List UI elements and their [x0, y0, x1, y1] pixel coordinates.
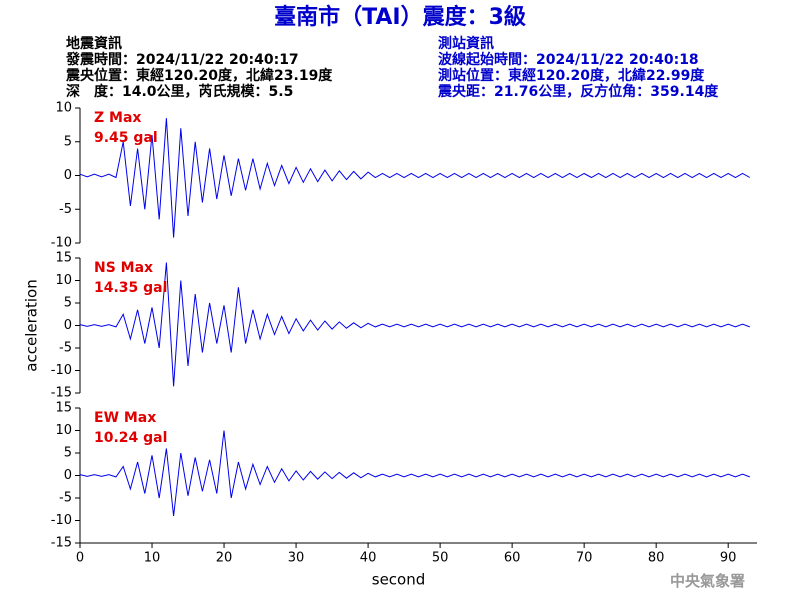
info: 深 度：14.0公里，芮氏規模：5.5	[66, 83, 293, 100]
component-label: NS Max	[94, 260, 153, 276]
info: 發震時間：2024/11/22 20:40:17	[65, 51, 299, 68]
y-tick-label: -15	[51, 386, 72, 401]
x-tick-label: 30	[288, 551, 305, 566]
x-tick-label: 20	[216, 551, 233, 566]
info: 波線起始時間：2024/11/22 20:40:18	[438, 51, 699, 68]
y-tick-label: 15	[55, 401, 72, 416]
y-tick-label: 10	[55, 101, 72, 116]
title: 臺南市（TAI）震度：3級	[274, 4, 526, 30]
y-tick-label: 15	[55, 251, 72, 266]
y-tick-label: 0	[64, 468, 72, 483]
waveform	[79, 430, 750, 517]
x-tick-label: 80	[648, 551, 665, 566]
y-tick-label: -5	[59, 491, 72, 506]
y-tick-label: 0	[64, 168, 72, 183]
info: 測站位置：東經120.20度，北緯22.99度	[438, 67, 705, 84]
y-tick-label: -15	[51, 536, 72, 551]
waveform	[79, 262, 750, 387]
component-label: EW Max	[94, 410, 156, 426]
x-tick-label: 10	[144, 551, 161, 566]
y-tick-label: 5	[64, 296, 72, 311]
x-tick-label: 40	[360, 551, 377, 566]
peak-label: 10.24 gal	[94, 430, 167, 446]
y-tick-label: 0	[64, 318, 72, 333]
y-tick-label: 5	[64, 134, 72, 149]
y-tick-label: 10	[55, 423, 72, 438]
x-tick-label: 0	[76, 551, 84, 566]
component-label: Z Max	[94, 110, 141, 126]
info: 震央距：21.76公里，反方位角：359.14度	[437, 83, 719, 100]
y-tick-label: -10	[51, 363, 72, 378]
x-tick-label: 60	[504, 551, 521, 566]
info: 震央位置：東經120.20度，北緯23.19度	[65, 67, 333, 84]
info: 地震資訊	[66, 35, 122, 52]
y-axis-label: acceleration	[23, 279, 41, 371]
y-tick-label: -5	[59, 202, 72, 217]
x-tick-label: 90	[720, 551, 737, 566]
peak-label: 9.45 gal	[94, 130, 158, 146]
x-tick-label: 50	[432, 551, 449, 566]
peak-label: 14.35 gal	[94, 280, 167, 296]
info: 測站資訊	[438, 35, 494, 52]
y-tick-label: 5	[64, 446, 72, 461]
x-axis-label: second	[372, 571, 426, 589]
waveform	[79, 118, 751, 238]
y-tick-label: -10	[51, 513, 72, 528]
y-tick-label: -5	[59, 341, 72, 356]
x-tick-label: 70	[576, 551, 593, 566]
y-tick-label: 10	[55, 273, 72, 288]
y-tick-label: -10	[51, 236, 72, 251]
watermark: 中央氣象署	[670, 572, 745, 590]
